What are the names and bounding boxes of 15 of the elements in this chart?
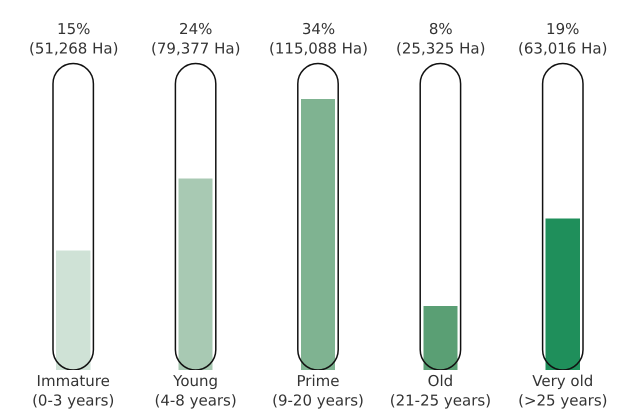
data-label: 34% (115,088 Ha) [269,20,368,58]
bar [178,178,213,370]
data-label: 15% (51,268 Ha) [29,20,118,58]
bar [423,306,458,370]
bar [300,98,336,370]
x-tick-label: Prime (9-20 years) [272,372,364,410]
data-label: 24% (79,377 Ha) [151,20,240,58]
bar [56,250,90,370]
bar [546,218,580,370]
x-tick-label: Immature (0-3 years) [32,372,114,410]
x-tick-label: Young (4-8 years) [154,372,237,410]
x-tick-label: Very old (>25 years) [518,372,608,410]
data-label: 8% (25,325 Ha) [396,20,486,58]
data-label: 19% (63,016 Ha) [518,20,608,58]
x-tick-label: Old (21-25 years) [390,372,492,410]
